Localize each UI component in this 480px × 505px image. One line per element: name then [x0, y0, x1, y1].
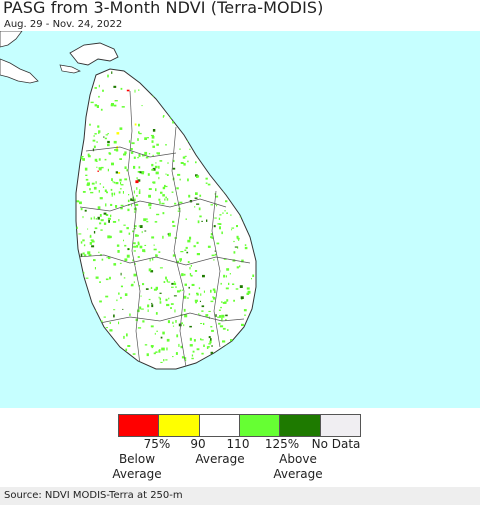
legend-swatch-below-75 [118, 414, 160, 437]
ndvi-map [0, 31, 480, 408]
sri-lanka-island [75, 68, 257, 370]
legend-swatch-no-data [319, 414, 361, 437]
jaffna-peninsula [69, 42, 119, 66]
legend-bar [118, 414, 361, 437]
legend-swatch-75-90 [158, 414, 200, 437]
legend-tick-90: 90 [190, 437, 206, 451]
legend-group-above: Above Average [273, 452, 323, 481]
legend-tick-125: 125% [264, 437, 300, 451]
india-southeast [0, 58, 39, 84]
district-boundaries [77, 90, 251, 368]
mannar-island [59, 64, 81, 74]
legend-swatch-110-125 [238, 414, 281, 437]
legend-tick-no-data: No Data [311, 437, 361, 451]
legend-group-average: Average [195, 452, 245, 466]
source-note: Source: NDVI MODIS-Terra at 250-m [4, 490, 183, 501]
legend-swatch-90-110 [198, 414, 240, 437]
map-title: PASG from 3-Month NDVI (Terra-MODIS) [3, 0, 324, 17]
legend-tick-75: 75% [143, 437, 171, 451]
footer-bar: Source: NDVI MODIS-Terra at 250-m [0, 487, 480, 505]
legend-tick-110: 110 [226, 437, 250, 451]
india-coast [0, 31, 23, 48]
date-range: Aug. 29 - Nov. 24, 2022 [4, 19, 123, 30]
legend-group-below: Below Average [112, 452, 162, 481]
legend-swatch-above-125 [279, 414, 321, 437]
